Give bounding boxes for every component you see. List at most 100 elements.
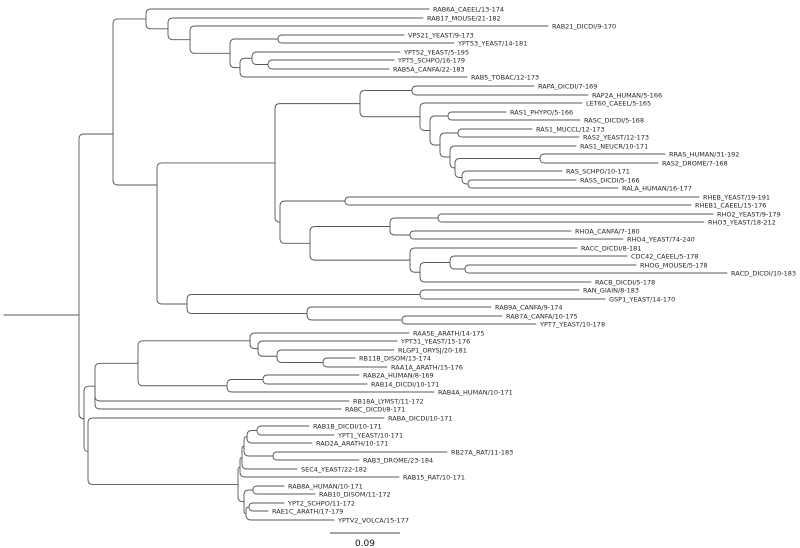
branch <box>467 183 619 189</box>
branch <box>309 226 391 244</box>
branch <box>539 158 659 164</box>
branch <box>401 319 537 325</box>
branch <box>447 111 507 117</box>
branch <box>252 489 316 495</box>
taxon-label: RB27A_RAT/11-183 <box>451 448 513 456</box>
branch <box>189 39 231 54</box>
branch <box>389 226 411 236</box>
taxon-label: VPS21_YEAST/9-173 <box>408 31 474 39</box>
branch <box>83 418 89 452</box>
branch <box>229 52 241 69</box>
taxon-label: RASS_DICDI/5-166 <box>580 176 640 184</box>
taxon-label: RRAS_HUMAN/31-192 <box>669 150 739 158</box>
branch <box>87 417 385 452</box>
taxon-label: YPT52_YEAST/5-195 <box>403 48 469 56</box>
branch <box>539 153 666 159</box>
branch <box>279 200 346 223</box>
taxon-label: RAS2_YEAST/12-173 <box>583 133 649 141</box>
branch <box>137 362 228 387</box>
branch <box>243 445 274 457</box>
branch <box>454 158 541 169</box>
branch <box>167 17 424 30</box>
branch <box>449 262 466 270</box>
taxon-label: RABA_DICDI/10-171 <box>388 414 452 422</box>
taxon-label: RHEB1_CAEEL/15-176 <box>695 201 766 209</box>
taxon-label: RAB3_DROME/23-184 <box>363 456 433 464</box>
branch <box>189 25 549 41</box>
taxon-label: RAB2A_HUMAN/8-169 <box>363 371 434 379</box>
taxon-label: RACD_DICDI/10-183 <box>731 269 796 277</box>
branch <box>419 262 451 273</box>
taxon-label: RHOG_MOUSE/5-178 <box>640 261 708 269</box>
taxon-label: RAS1_PHYPO/5-166 <box>510 108 573 116</box>
taxon-label: RAB9A_CANFA/9-174 <box>495 303 563 311</box>
branch <box>241 457 298 470</box>
taxon-label: RABC_DICDI/8-171 <box>345 405 405 413</box>
branch <box>274 162 281 223</box>
taxon-label: RAB5_TOBAC/12-173 <box>471 73 539 81</box>
taxon-label: RAB8A_HUMAN/10-171 <box>288 482 363 490</box>
taxon-label: RHOA_CANFA/7-180 <box>575 227 640 235</box>
taxon-label: RAS1_NEUCR/10-171 <box>580 142 648 150</box>
branch <box>156 184 188 305</box>
branch <box>262 374 360 380</box>
branch <box>274 103 361 164</box>
branch <box>419 116 431 131</box>
taxon-label: RAB10_DISOM/11-172 <box>319 490 391 498</box>
branch <box>457 128 533 134</box>
taxon-label: YPTV2_VOLCA/15-177 <box>337 516 409 524</box>
taxon-label: CDC42_CAEEL/5-178 <box>631 252 699 260</box>
branch <box>439 144 451 158</box>
branch <box>409 234 624 240</box>
branch <box>309 242 411 261</box>
taxon-label: RAA1A_ARATH/15-176 <box>391 363 463 371</box>
taxon-label: RAB7A_CANFA/10-175 <box>506 312 578 320</box>
branch <box>239 466 400 478</box>
taxon-label: RHO2_YEAST/9-179 <box>717 210 781 218</box>
branch <box>248 502 285 508</box>
taxon-label: RAS2_DROME/7-168 <box>662 159 728 167</box>
taxon-label: RLGP1_ORYSJ/20-181 <box>398 346 467 354</box>
taxon-label: RHO4_YEAST/74-240 <box>627 235 695 243</box>
branch <box>306 313 403 321</box>
branch <box>246 436 313 444</box>
taxon-label: RAS_SCHPO/10-171 <box>566 167 630 175</box>
branch <box>243 436 248 447</box>
taxon-label: RAN_GIAIN/8-183 <box>583 286 639 294</box>
taxon-label: YPT31_YEAST/15-176 <box>400 337 470 345</box>
taxon-label: RAD2A_ARATH/10-171 <box>316 439 388 447</box>
taxon-label: RAB17_MOUSE/21-182 <box>427 14 501 22</box>
branch <box>344 196 700 202</box>
taxon-label: RAA5E_ARATH/14-175 <box>413 329 485 337</box>
branch <box>467 179 577 185</box>
branch <box>449 156 456 169</box>
taxon-label: RAB6A_CAEEL/13-174 <box>433 5 504 13</box>
branch <box>156 162 276 186</box>
branch <box>276 355 324 363</box>
taxon-label: RAB15_RAT/10-171 <box>403 473 465 481</box>
taxon-label: RHO3_YEAST/18-212 <box>708 218 776 226</box>
taxon-label: RACB_DICDI/5-178 <box>595 278 655 286</box>
branch <box>251 57 269 65</box>
taxon-label: RAP2A_HUMAN/5-166 <box>592 91 662 99</box>
branch <box>276 349 395 357</box>
branch <box>112 18 147 135</box>
branch <box>78 133 114 316</box>
branch <box>256 425 310 431</box>
scale-bar-group: 0.09 <box>330 532 400 548</box>
branch <box>419 294 606 300</box>
branch <box>401 315 503 321</box>
branch <box>429 115 449 131</box>
branch <box>239 67 468 78</box>
branch <box>249 340 259 350</box>
branch <box>461 177 469 185</box>
branch <box>439 132 459 146</box>
branch <box>419 102 583 118</box>
branch <box>447 115 581 121</box>
branch <box>267 64 390 70</box>
taxon-label: RAB5A_CANFA/22-183 <box>393 65 465 73</box>
branch <box>461 170 563 178</box>
taxon-label: SEC4_YEAST/22-182 <box>301 465 367 473</box>
